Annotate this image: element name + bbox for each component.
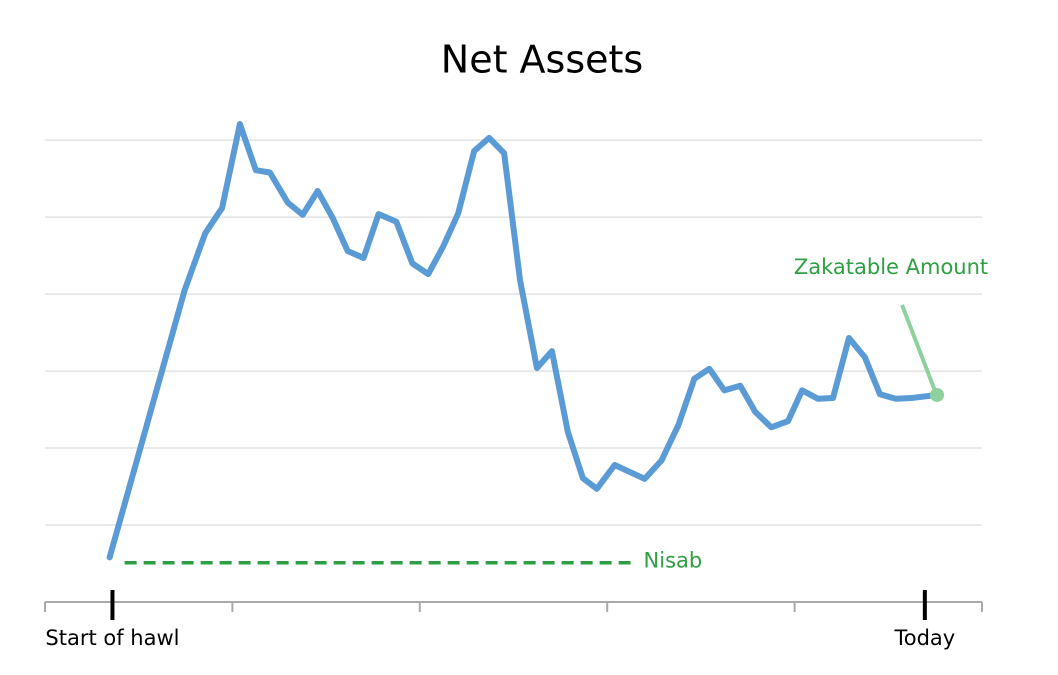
annotation-label: Zakatable Amount [794,255,988,279]
net-assets-line [106,121,941,561]
time-marker-label: Start of hawl [45,626,179,650]
annotation-pointer [900,304,937,392]
time-marker-label: Today [893,626,955,650]
chart-title: Net Assets [441,38,643,82]
end-point [930,387,945,402]
nisab-label: Nisab [644,549,703,573]
